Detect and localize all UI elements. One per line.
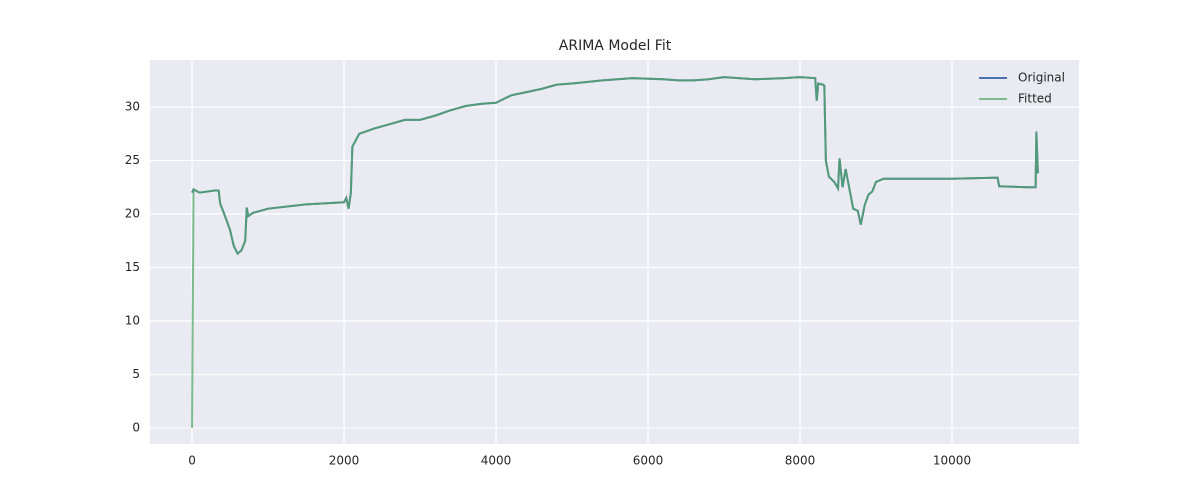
x-tick-label: 4000: [481, 454, 512, 468]
legend-label: Fitted: [1018, 92, 1052, 106]
chart-title: ARIMA Model Fit: [559, 38, 672, 54]
x-tick-label: 10000: [933, 454, 971, 468]
y-tick-label: 25: [125, 153, 140, 167]
x-tick-label: 8000: [785, 454, 816, 468]
x-tick-label: 6000: [633, 454, 664, 468]
x-tick-label: 2000: [329, 454, 360, 468]
y-tick-label: 20: [125, 207, 140, 221]
data-line: [191, 76, 1039, 428]
y-tick-label: 10: [125, 313, 140, 327]
legend-label: Original: [1018, 71, 1065, 85]
y-tick-label: 30: [125, 100, 140, 114]
x-tick-label: 0: [188, 454, 196, 468]
y-tick-label: 5: [132, 367, 140, 381]
plot-area: [150, 60, 1079, 444]
y-tick-label: 15: [125, 260, 140, 274]
y-tick-label: 0: [132, 420, 140, 434]
